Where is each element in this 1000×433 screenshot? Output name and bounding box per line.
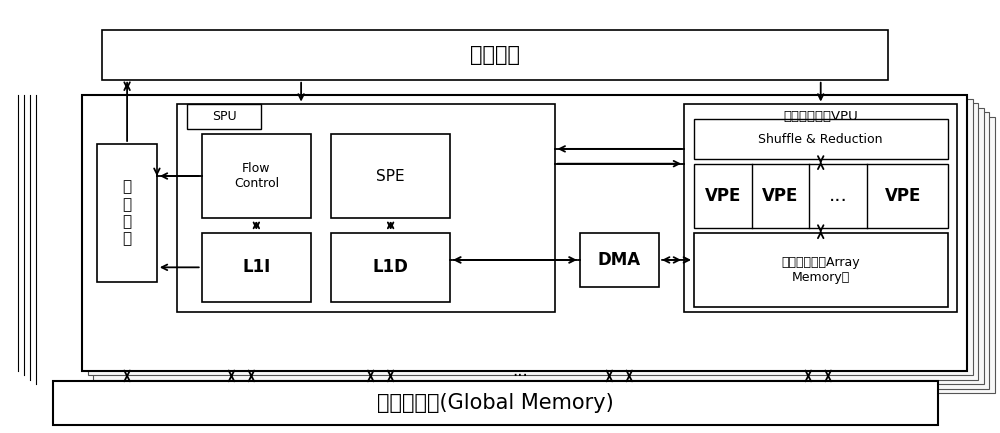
Text: SPU: SPU	[212, 110, 236, 123]
Text: ...: ...	[829, 186, 847, 205]
Bar	[694, 233, 948, 307]
Text: 指令派发: 指令派发	[470, 45, 520, 65]
Bar	[88, 99, 973, 375]
Text: 取
指
单
元: 取 指 单 元	[123, 179, 132, 247]
Bar	[331, 134, 450, 218]
Text: VPE: VPE	[705, 187, 741, 205]
Text: SPE: SPE	[376, 168, 405, 184]
Bar	[694, 119, 948, 159]
Bar	[202, 233, 311, 302]
Text: L1D: L1D	[373, 259, 409, 276]
Bar	[82, 94, 967, 371]
Bar	[97, 144, 157, 282]
Bar	[104, 112, 989, 389]
Text: VPE: VPE	[762, 187, 799, 205]
Bar	[694, 164, 948, 228]
Text: L1I: L1I	[242, 259, 270, 276]
Bar	[202, 134, 311, 218]
Text: 阵列存储器（Array
Memory）: 阵列存储器（Array Memory）	[781, 256, 860, 284]
Bar	[93, 103, 978, 380]
Bar	[102, 30, 888, 80]
Bar	[684, 104, 957, 312]
Text: VPE: VPE	[885, 187, 921, 205]
Bar	[187, 104, 261, 129]
Text: Shuffle & Reduction: Shuffle & Reduction	[758, 132, 883, 145]
Bar	[52, 381, 938, 425]
Bar	[331, 233, 450, 302]
Bar	[110, 117, 995, 393]
Text: ···: ···	[512, 367, 528, 385]
Bar	[580, 233, 659, 287]
Text: 全局存储器(Global Memory): 全局存储器(Global Memory)	[377, 393, 613, 413]
Text: Flow
Control: Flow Control	[234, 162, 279, 190]
Text: DMA: DMA	[598, 251, 641, 269]
Text: 虚拟功能单元VPU: 虚拟功能单元VPU	[783, 110, 858, 123]
Bar	[99, 108, 984, 385]
Bar	[177, 104, 555, 312]
